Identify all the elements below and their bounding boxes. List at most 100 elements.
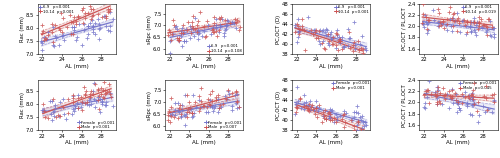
Legend: 6-9   p<0.001, 10-14  p=0.108: 6-9 p<0.001, 10-14 p=0.108 (207, 44, 242, 53)
Point (462, 96, 469, 98)
Point (70, 28, 78, 31)
Point (212, 18, 220, 20)
Point (78, 100, 86, 103)
Point (95, 23, 103, 25)
Point (311, 29, 319, 31)
Point (468, 103, 476, 106)
Point (194, 24, 202, 26)
Point (448, 94, 456, 97)
Point (300, 107, 308, 110)
Point (307, 106, 315, 108)
Point (296, 96, 304, 99)
Point (189, 26, 197, 29)
Point (52, 115, 60, 118)
Point (88, 8, 96, 10)
Point (101, 104, 109, 106)
Point (222, 24, 230, 26)
Point (235, 28, 243, 31)
Point (40, 109, 48, 111)
Point (446, 6, 454, 8)
Point (186, 107, 194, 109)
Point (422, 21, 430, 23)
Point (291, 113, 299, 115)
Point (168, 97, 175, 99)
Point (472, 109, 480, 112)
Point (473, 21, 481, 23)
Point (445, 11, 453, 13)
Point (208, 29, 216, 32)
Point (477, 18, 485, 20)
Point (314, 110, 322, 112)
Point (196, 95, 203, 98)
Point (40, 116, 48, 118)
Point (460, 18, 468, 21)
Legend: Female  p<0.001, Male  p<0.001: Female p<0.001, Male p<0.001 (332, 81, 370, 90)
Point (441, 92, 449, 95)
Point (458, 20, 466, 22)
Point (482, 85, 490, 87)
Point (336, 40, 344, 42)
Point (318, 41, 326, 44)
Point (98, 103, 106, 106)
Point (486, 33, 494, 36)
Point (102, 100, 110, 103)
Point (193, 31, 201, 33)
Point (303, 107, 311, 109)
Point (88, 25, 96, 27)
X-axis label: AL (mm): AL (mm) (65, 140, 88, 145)
Point (183, 29, 191, 32)
Point (490, 93, 498, 96)
Point (212, 104, 220, 107)
Point (432, 91, 440, 93)
Point (320, 115, 328, 117)
Point (352, 48, 360, 51)
Point (468, 31, 475, 33)
Point (78, 101, 86, 103)
Point (333, 116, 341, 118)
Point (296, 30, 304, 33)
Point (236, 26, 244, 28)
Point (58, 34, 66, 37)
Point (168, 19, 176, 21)
Point (326, 113, 334, 115)
Point (421, 14, 429, 17)
Point (300, 28, 308, 31)
Point (38, 49, 46, 52)
Point (100, 15, 108, 17)
Point (197, 100, 205, 103)
Point (339, 46, 347, 48)
Point (430, 19, 438, 21)
X-axis label: AL (mm): AL (mm) (446, 140, 470, 145)
Point (108, 18, 116, 21)
Point (470, 89, 478, 91)
Point (461, 24, 469, 26)
Point (434, 86, 442, 88)
Point (186, 100, 194, 103)
Point (330, 121, 338, 123)
Point (98, 99, 106, 102)
Point (422, 89, 430, 91)
Point (198, 35, 206, 37)
Point (194, 98, 202, 101)
Point (422, 90, 430, 92)
Point (434, 21, 442, 24)
Point (206, 105, 214, 107)
Point (194, 33, 202, 36)
Point (324, 111, 332, 113)
Point (174, 109, 182, 111)
Point (336, 115, 344, 117)
Point (64, 98, 72, 100)
Point (50, 106, 58, 109)
Point (102, 92, 110, 94)
Point (469, 98, 477, 101)
Point (340, 109, 348, 112)
Point (467, 20, 475, 23)
Point (436, 102, 444, 104)
Point (89, 31, 97, 33)
Point (454, 107, 462, 109)
Point (96, 95, 104, 97)
Y-axis label: PC,OCT (D): PC,OCT (D) (276, 91, 280, 120)
Point (52, 36, 60, 39)
Point (234, 107, 241, 110)
Point (294, 25, 302, 27)
